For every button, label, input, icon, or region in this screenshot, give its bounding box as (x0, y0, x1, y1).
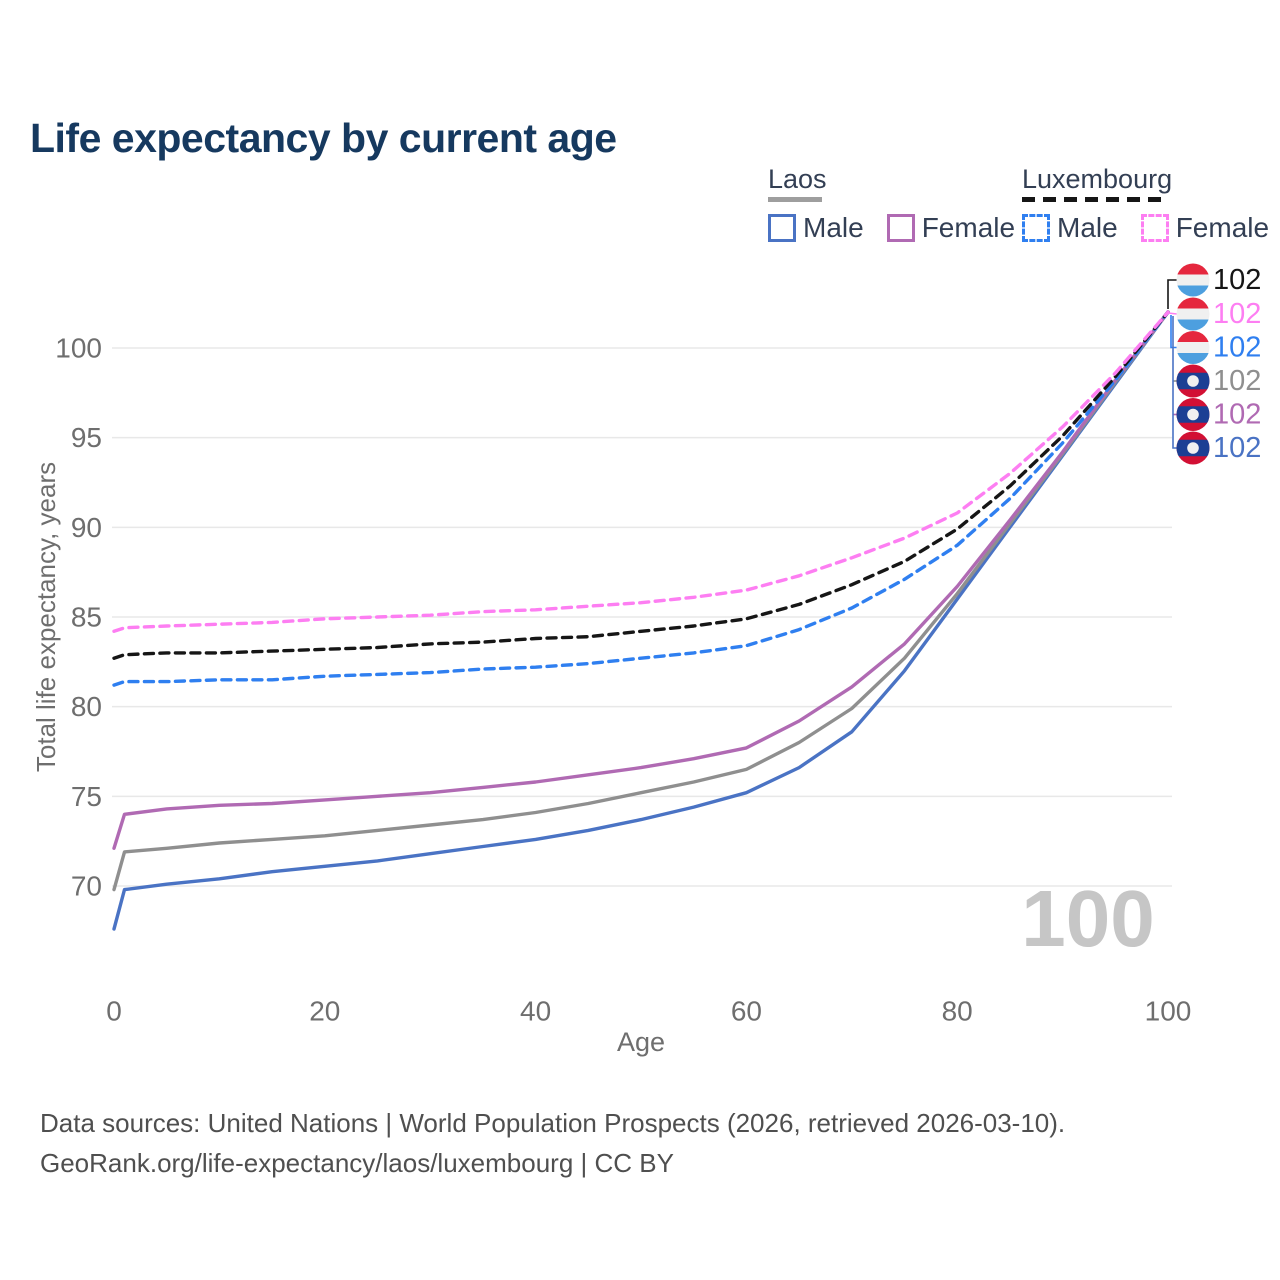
y-tick-label-80: 80 (71, 691, 102, 722)
y-tick-label-70: 70 (71, 871, 102, 902)
legend-item-luxembourg-male[interactable]: Male (1022, 212, 1118, 244)
legend-group-laos: Laos Male Female (768, 164, 1015, 244)
series-line-laos-total (112, 310, 1170, 892)
luxembourg-flag-icon (1176, 263, 1210, 297)
luxembourg-flag-icon (1176, 331, 1210, 364)
footer-data-sources: Data sources: United Nations | World Pop… (40, 1108, 1066, 1138)
legend-item-laos-male[interactable]: Male (768, 212, 864, 244)
leader-line-lux-total (1167, 279, 1177, 309)
luxembourg-female-swatch-icon (1140, 214, 1169, 242)
age-indicator-watermark: 100 (1021, 874, 1154, 963)
y-tick-label-85: 85 (71, 602, 102, 633)
laos-flag-icon (1176, 364, 1210, 398)
series-line-lux-total (112, 310, 1170, 660)
luxembourg-male-swatch-icon (1022, 214, 1050, 242)
leader-line-lux-male (1170, 315, 1177, 349)
legend-label-luxembourg-male: Male (1057, 212, 1118, 243)
page-title: Life expectancy by current age (30, 115, 617, 162)
series-line-laos-female (112, 310, 1170, 850)
legend-country-luxembourg-label: Luxembourg (1022, 164, 1173, 194)
end-label-value-laos-male: 102 (1213, 432, 1261, 464)
y-tick-label-100: 100 (55, 333, 102, 364)
legend-item-luxembourg-female[interactable]: Female (1140, 212, 1270, 244)
end-label-value-laos-female: 102 (1213, 399, 1261, 431)
legend-row-luxembourg: Male Female (1022, 212, 1269, 244)
legend-item-laos-female[interactable]: Female (886, 212, 1016, 244)
laos-flag-icon (1176, 431, 1210, 465)
legend-label-laos-male: Male (803, 212, 864, 243)
x-axis-title: Age (617, 1027, 665, 1057)
end-label-value-lux-total: 102 (1213, 264, 1261, 296)
y-tick-label-95: 95 (71, 422, 102, 453)
end-label-value-lux-male: 102 (1213, 332, 1261, 364)
y-axis-title: Total life expectancy, years (31, 462, 61, 772)
x-tick-label-0: 0 (106, 996, 122, 1027)
y-tick-label-75: 75 (71, 781, 102, 812)
legend-group-luxembourg: Luxembourg Male Female (1022, 164, 1269, 244)
end-label-value-lux-female: 102 (1213, 298, 1261, 330)
series-line-laos-male (112, 310, 1170, 931)
luxembourg-dashed-line-key (1022, 197, 1163, 202)
laos-male-swatch-icon (768, 214, 796, 242)
legend-country-laos[interactable]: Laos (768, 164, 1015, 202)
legend-label-laos-female: Female (921, 212, 1016, 243)
x-tick-label-60: 60 (731, 996, 762, 1027)
laos-female-swatch-icon (886, 214, 915, 242)
footer-attribution-link: GeoRank.org/life-expectancy/laos/luxembo… (40, 1148, 674, 1178)
legend-label-luxembourg-female: Female (1175, 212, 1270, 243)
legend-country-laos-label: Laos (768, 164, 827, 194)
series-line-lux-male (112, 310, 1170, 687)
y-tick-label-90: 90 (71, 512, 102, 543)
luxembourg-flag-icon (1176, 297, 1210, 331)
laos-flag-icon (1176, 398, 1210, 431)
x-tick-label-100: 100 (1145, 996, 1192, 1027)
series-line-lux-female (112, 310, 1170, 633)
x-tick-label-20: 20 (309, 996, 340, 1027)
leader-line-laos-male (1172, 316, 1177, 449)
end-label-value-laos-total: 102 (1213, 365, 1261, 397)
footer: Data sources: United Nations | World Pop… (40, 1103, 1065, 1183)
leader-line-lux-female (1167, 312, 1178, 315)
laos-solid-line-key (768, 197, 822, 202)
x-tick-label-80: 80 (942, 996, 973, 1027)
x-tick-label-40: 40 (520, 996, 551, 1027)
legend-row-laos: Male Female (768, 212, 1015, 244)
legend-country-luxembourg[interactable]: Luxembourg (1022, 164, 1269, 202)
